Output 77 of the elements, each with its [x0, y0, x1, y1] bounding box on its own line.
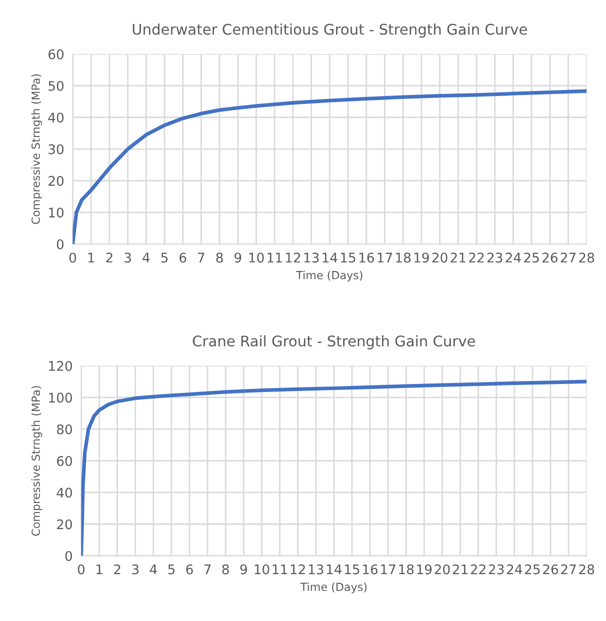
x-tick-label: 25 [525, 564, 540, 574]
x-tick-label: 20 [432, 252, 448, 263]
x-tick-label: 19 [414, 252, 429, 263]
x-tick-label: 16 [359, 252, 374, 263]
x-tick-label: 8 [222, 564, 229, 574]
x-tick-label: 16 [363, 564, 378, 574]
x-tick-label: 17 [381, 564, 396, 574]
y-tick-label: 10 [49, 208, 64, 218]
x-tick-label: 14 [326, 564, 342, 574]
y-axis-title: Compressive Strngth (MPa) [31, 74, 42, 224]
x-tick-label: 21 [450, 252, 466, 262]
x-tick-label: 23 [487, 252, 502, 263]
y-tick-label: 80 [56, 424, 72, 434]
x-tick-label: 27 [560, 252, 576, 262]
x-tick-label: 15 [341, 252, 356, 263]
x-tick-label: 25 [524, 252, 539, 263]
x-tick-label: 12 [286, 252, 300, 262]
y-tick-label: 20 [48, 176, 64, 186]
y-tick-label: 0 [65, 551, 72, 561]
y-tick-label: 60 [48, 49, 64, 60]
x-tick-label: 12 [290, 564, 305, 574]
x-tick-label: 7 [204, 564, 211, 574]
x-tick-label: 24 [506, 564, 522, 574]
x-tick-label: 3 [132, 564, 138, 574]
x-tick-label: 15 [345, 564, 360, 574]
x-tick-label: 23 [488, 564, 504, 574]
x-tick-label: 0 [78, 564, 85, 574]
y-axis-title: Compressive Strngth (MPa) [31, 386, 42, 536]
y-tick-label: 40 [56, 488, 72, 498]
x-tick-label: 4 [150, 564, 157, 574]
y-tick-label: 100 [49, 392, 72, 403]
y-tick-label: 60 [57, 456, 72, 466]
x-tick-label: 8 [216, 252, 223, 263]
x-tick-label: 26 [543, 564, 558, 574]
x-tick-label: 13 [308, 564, 324, 574]
x-tick-label: 2 [114, 564, 120, 574]
x-tick-label: 5 [161, 252, 168, 263]
x-tick-label: 28 [579, 252, 594, 263]
x-tick-label: 20 [434, 564, 450, 574]
x-tick-label: 18 [396, 252, 411, 263]
x-tick-label: 10 [254, 564, 270, 574]
x-tick-label: 19 [417, 564, 432, 574]
x-tick-label: 7 [198, 252, 204, 262]
x-axis-title: Time (Days) [296, 270, 362, 282]
x-tick-label: 1 [96, 564, 102, 574]
x-tick-label: 18 [399, 564, 414, 574]
x-tick-label: 9 [240, 564, 247, 574]
x-tick-label: 22 [469, 252, 484, 262]
y-tick-label: 0 [56, 239, 64, 250]
x-tick-label: 4 [142, 252, 150, 262]
x-tick-label: 6 [186, 564, 193, 574]
x-tick-label: 2 [106, 252, 112, 262]
x-tick-label: 5 [168, 564, 174, 574]
x-tick-label: 28 [579, 564, 594, 574]
x-tick-label: 27 [561, 564, 576, 574]
y-tick-label: 50 [48, 80, 64, 91]
x-tick-label: 22 [470, 564, 486, 574]
y-tick-label: 20 [57, 519, 72, 530]
chart-title: Underwater Cementitious Grout - Strength Gain Curve [132, 24, 527, 38]
chart-title: Crane Rail Grout - Strength Gain Curve [192, 335, 475, 350]
x-tick-label: 14 [322, 252, 338, 262]
x-tick-label: 1 [88, 252, 94, 262]
x-tick-label: 10 [249, 252, 264, 263]
x-tick-label: 3 [124, 252, 131, 263]
y-tick-label: 120 [49, 360, 72, 371]
x-tick-label: 17 [378, 252, 392, 262]
x-tick-label: 9 [234, 252, 242, 263]
x-axis-title: Time (Days) [300, 582, 367, 594]
x-tick-label: 13 [304, 252, 319, 263]
x-tick-label: 21 [452, 564, 468, 574]
x-tick-label: 11 [272, 564, 287, 574]
x-tick-label: 24 [506, 252, 521, 262]
y-tick-label: 40 [48, 112, 64, 123]
x-tick-label: 11 [268, 252, 282, 262]
x-tick-label: 6 [180, 252, 186, 263]
x-tick-label: 26 [542, 252, 558, 263]
y-tick-label: 30 [48, 144, 64, 154]
